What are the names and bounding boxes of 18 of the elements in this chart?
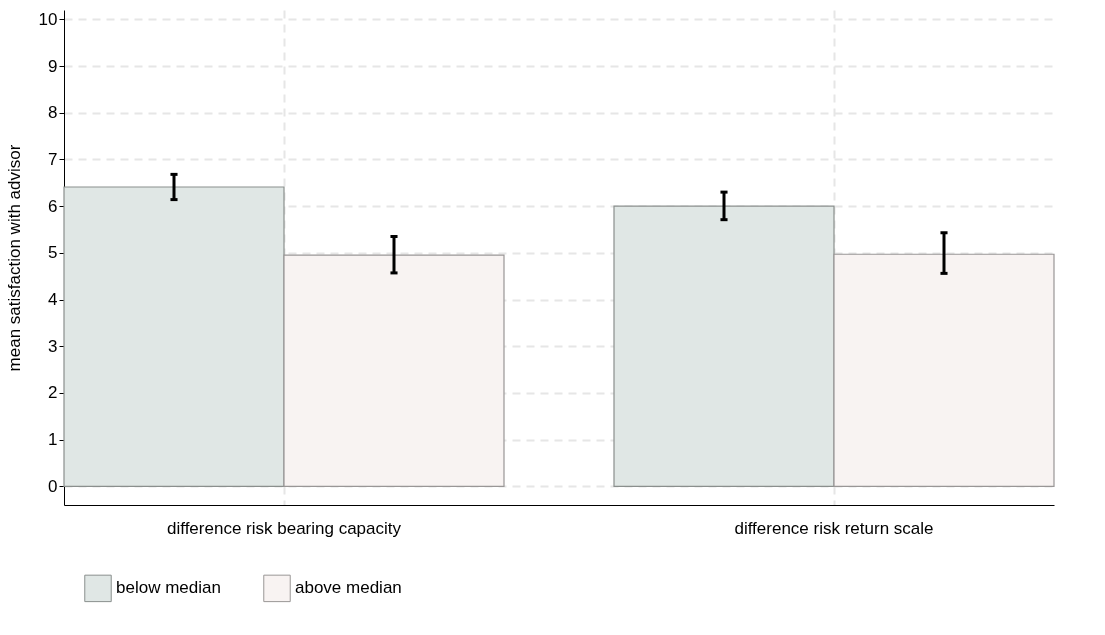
legend-label: above median <box>295 578 402 598</box>
y-axis-title: mean satisfaction with advisor <box>4 144 24 372</box>
y-tick-label: 2 <box>48 383 58 403</box>
y-tick-label: 1 <box>48 430 58 450</box>
bar <box>833 253 1055 487</box>
x-tick-label: difference risk return scale <box>734 518 934 538</box>
y-tick-label: 5 <box>48 243 58 263</box>
y-tick-label: 6 <box>48 196 58 216</box>
y-tick-label: 0 <box>48 476 58 496</box>
x-tick-label: difference risk bearing capacity <box>166 518 402 538</box>
y-tick-label: 10 <box>38 9 58 29</box>
y-tick-label: 3 <box>48 336 58 356</box>
y-tick-label: 7 <box>48 149 58 169</box>
y-tick-label: 4 <box>48 290 58 310</box>
y-tick-label: 9 <box>48 56 58 76</box>
y-tick-label: 8 <box>48 103 58 123</box>
bar <box>283 254 505 487</box>
legend-label: below median <box>116 578 221 598</box>
